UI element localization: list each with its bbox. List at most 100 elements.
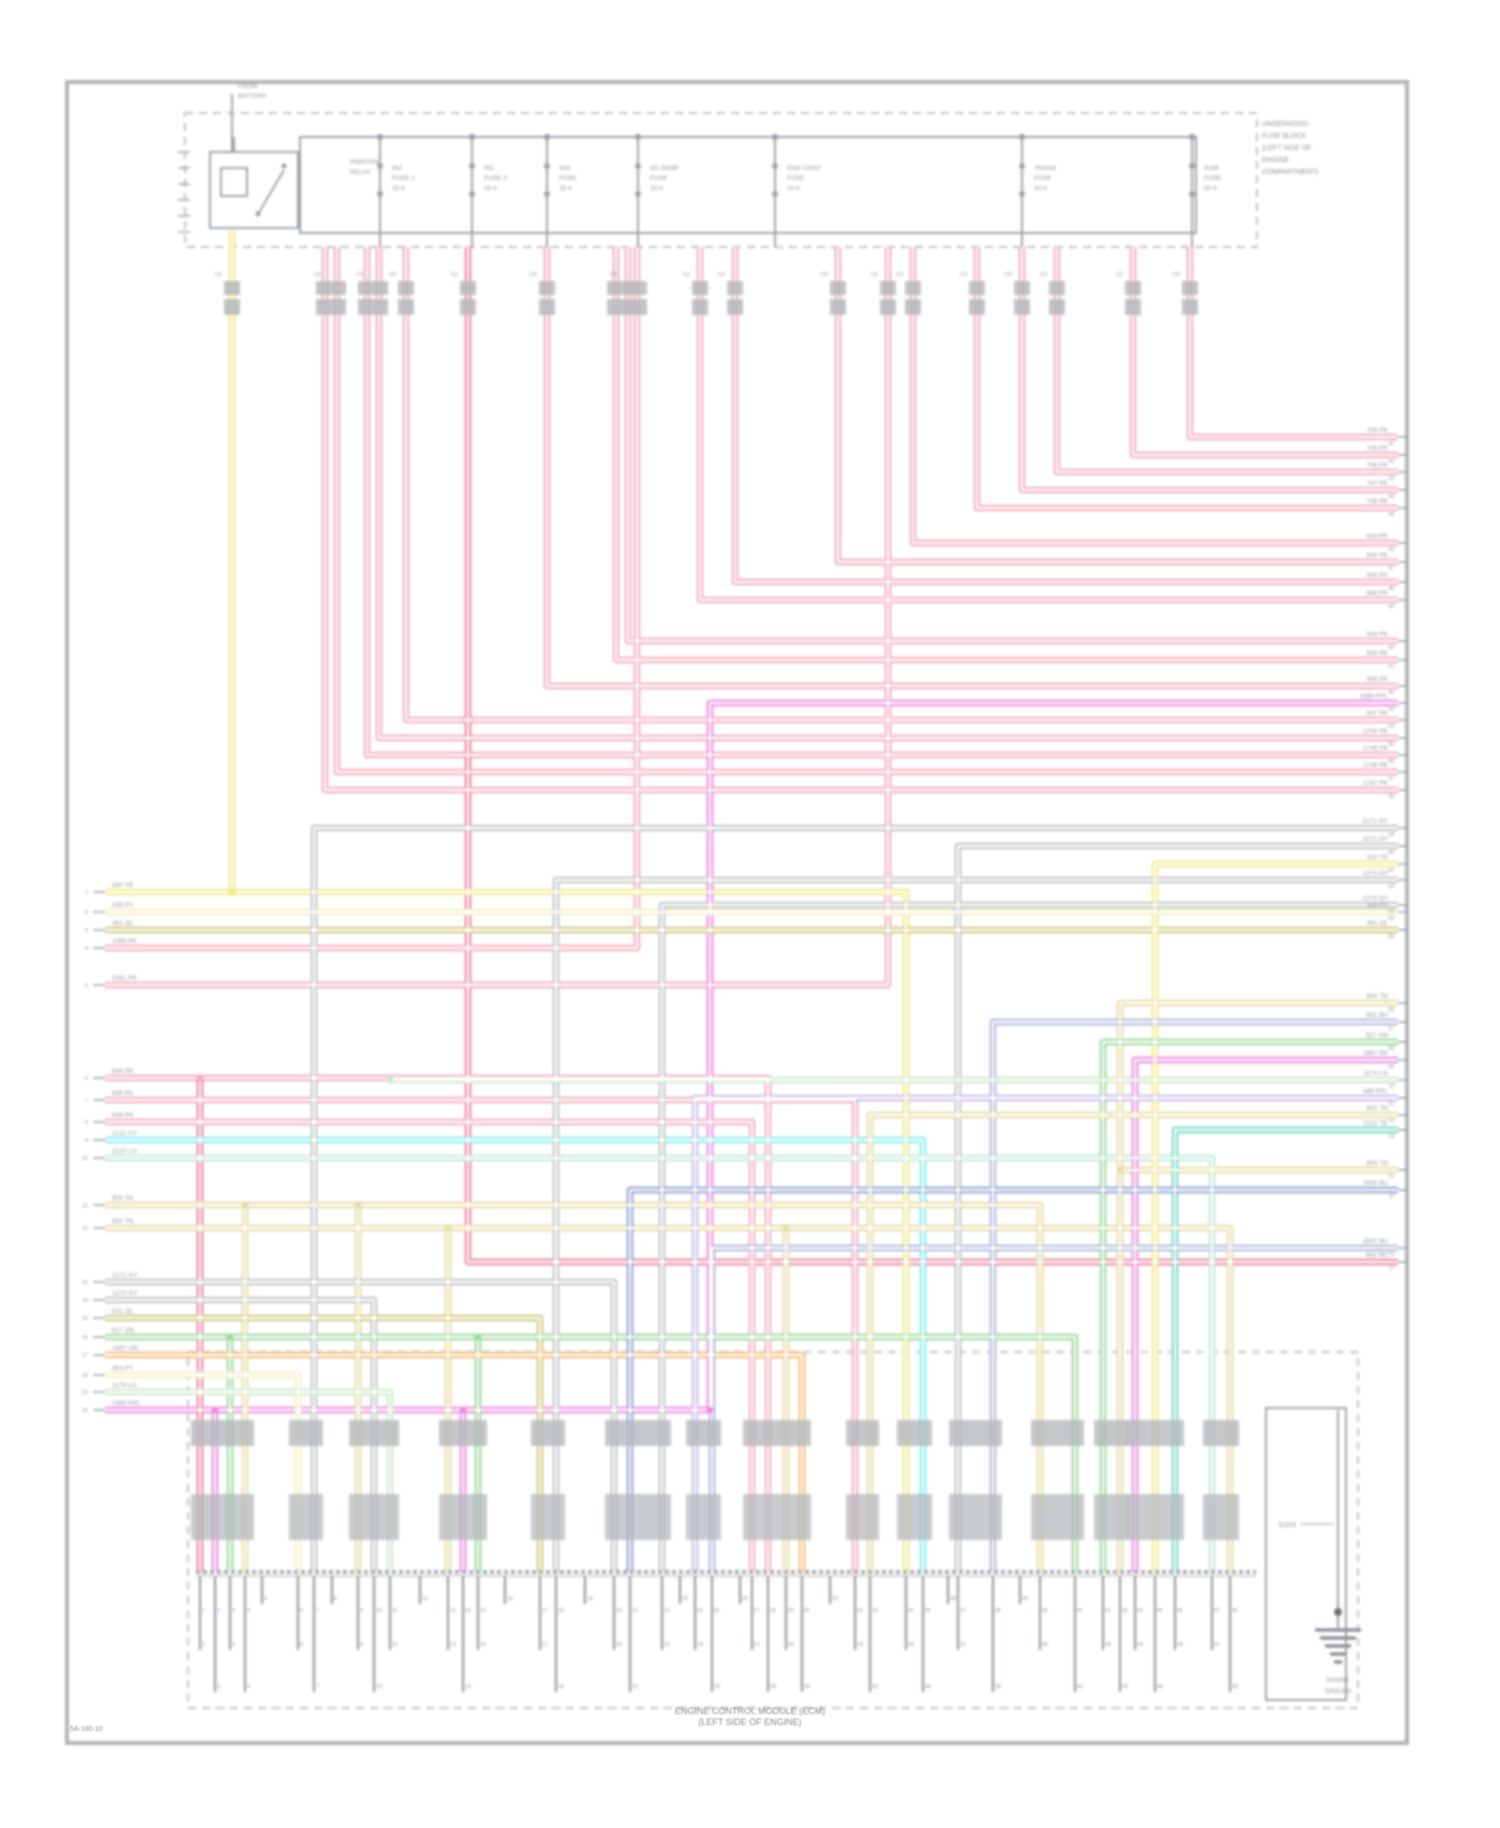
wire-code-label: 2122 LG (112, 1148, 137, 1155)
wire-code-label: 1271 GY (1362, 818, 1388, 825)
ecm-pin-label: 18 (558, 1684, 564, 1690)
ecm-connector (349, 1420, 399, 1446)
right-pin-number: 49 (1388, 604, 1394, 610)
ecm-connector (531, 1494, 565, 1540)
wire-code-label: 744 PK (1367, 427, 1389, 434)
fuse-label: 10 A (1034, 185, 1048, 192)
ecm-pin-label: 28 (770, 1684, 776, 1690)
fuse-label: FUSE (787, 175, 805, 182)
right-pin-number: 76 (1388, 1252, 1394, 1258)
ecm-connector (1203, 1494, 1239, 1540)
ecm-connector (349, 1494, 399, 1540)
wire-code-label: 844 PK (112, 1068, 134, 1075)
wire-code-label: 1272 GY (112, 1290, 138, 1297)
ecm-pin-label: 17 (542, 1642, 548, 1648)
wire-code-label: 1174 LG (1364, 1070, 1388, 1077)
ecm-pin-label: 16 (507, 1596, 513, 1602)
junction-dot (241, 1201, 249, 1209)
left-pin-number: 17 (82, 1353, 88, 1359)
ecm-connector (1031, 1494, 1084, 1540)
ecm-pin-label: 28 (770, 1608, 776, 1614)
inline-connector (969, 281, 985, 295)
wire-core (105, 1280, 616, 1572)
wire-core (377, 247, 1398, 740)
wire-core (1101, 1040, 1398, 1572)
fuse-label: INJ (484, 165, 494, 172)
wire-core (693, 1096, 1398, 1572)
ecm-pin-label: 4 (247, 1608, 250, 1614)
relay-coil-icon (220, 167, 248, 197)
fuse-dot-icon (1189, 163, 1195, 169)
fuse-dot-icon (1019, 163, 1025, 169)
ecm-label: ENGINE CONTROL MODULE (ECM) (LEFT SIDE O… (470, 1706, 1030, 1728)
ecm-pin-label: 48 (1232, 1608, 1238, 1614)
wire-code-label: 817 GN (1366, 1032, 1389, 1039)
junction-dot (771, 133, 779, 141)
wire-pk (909, 247, 1398, 547)
junction-dot (1018, 133, 1026, 141)
inline-connector (1014, 299, 1030, 315)
fuse-label: FUSE (559, 175, 577, 182)
wire-code-label: 746 PK (1367, 462, 1389, 469)
wire-code-label: 361 OL (1367, 920, 1389, 927)
fuse-dot-icon (635, 163, 641, 169)
ecm-pin-label: 2 (217, 1608, 220, 1614)
ecm-connector (289, 1494, 323, 1540)
ecm-connector (439, 1494, 487, 1540)
ecm-connector (1203, 1420, 1239, 1446)
wire-core (105, 1076, 770, 1572)
ecm-pin-label: 12 (422, 1596, 428, 1602)
fuse-dot-icon (1019, 191, 1025, 197)
wire-code-label: 1050 PK (112, 938, 138, 945)
right-pin-number: 41 (1388, 441, 1394, 447)
wire-code-label: 1271 GY (112, 1272, 138, 1279)
fuse-label: 10 A (787, 185, 801, 192)
ecm-pin-label: 5 (264, 1596, 267, 1602)
right-pin-number: 75 (1388, 1194, 1394, 1200)
ecm-pin-label: 20 (616, 1608, 622, 1614)
fuse-dot-icon (544, 191, 550, 197)
wire-pk (1186, 247, 1398, 441)
ecm-connector (605, 1494, 671, 1540)
relay-label: PWRTRN (350, 159, 379, 166)
relay-label: RELAY (350, 169, 371, 176)
right-pin-number: 67 (1388, 1026, 1394, 1032)
ground-label: ENGINE (1326, 1678, 1349, 1684)
ecm-pin-label: 40 (1042, 1642, 1048, 1648)
ground-junction-dot (1334, 1608, 1342, 1616)
connector-label: C2 (389, 272, 396, 278)
ecm-pin-label: 46 (1177, 1608, 1183, 1614)
ecm-pin-label: 13 (450, 1608, 456, 1614)
ecm-pin-label: 44 (1137, 1608, 1143, 1614)
wire-core (105, 701, 1398, 1412)
ecm-pin-label: 9 (360, 1608, 363, 1614)
connector-label: C2 (314, 272, 321, 278)
ecm-pin-label: 35 (925, 1608, 931, 1614)
inline-connector (607, 299, 647, 315)
wire-code-label: 2121 CY (112, 1130, 138, 1137)
fuse-dot-icon (772, 163, 778, 169)
junction-dot (782, 1224, 790, 1232)
ecm-pin-label: 44 (1137, 1642, 1143, 1648)
right-pin-number: 63 (1388, 909, 1394, 915)
wire-code-label: 947 PK (1367, 710, 1389, 717)
wire-core (660, 903, 1398, 1572)
ecm-pin-label: 42 (1105, 1642, 1111, 1648)
wire-core (105, 890, 908, 1572)
fuse-label: 15 A (392, 185, 406, 192)
wire-code-label: 845 PK (112, 1090, 134, 1097)
ecm-pin-label: 7 (316, 1608, 319, 1614)
right-pin-number: 53 (1388, 707, 1394, 713)
ecm-connector (846, 1420, 879, 1446)
left-pin-number: 13 (82, 1280, 88, 1286)
battery-label: FROM (238, 83, 257, 90)
ecm-connector (439, 1420, 487, 1446)
inline-connector (316, 299, 346, 315)
wire-core (323, 247, 1398, 792)
ecm-pin-label: 6 (300, 1608, 303, 1614)
fuse-label: FUSE 2 (484, 175, 507, 182)
ecm-pin-label: 38 (995, 1608, 1001, 1614)
right-pin-number: 60 (1388, 850, 1394, 856)
right-pin-number: 69 (1388, 1064, 1394, 1070)
